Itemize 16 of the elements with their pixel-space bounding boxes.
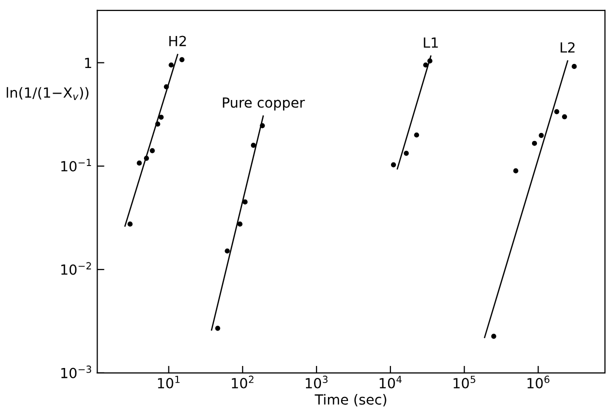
series-label: L1 bbox=[424, 37, 438, 48]
series-label: Pure copper bbox=[222, 97, 305, 110]
x-tick-label: 10$^{2}$ bbox=[232, 376, 254, 388]
x-tick-label: 10$^{1}$ bbox=[158, 376, 180, 388]
y-tick-label: 10$^{−2}$ bbox=[61, 262, 91, 275]
x-tick-label: 10$^{6}$ bbox=[528, 376, 550, 388]
series-label: L2 bbox=[560, 42, 575, 53]
y-tick-label: 10$^{−1}$ bbox=[61, 158, 92, 172]
x-tick-label: 10$^{5}$ bbox=[454, 376, 476, 388]
x-tick-label: 10$^{3}$ bbox=[306, 376, 328, 388]
y-tick-label: 1 bbox=[85, 58, 92, 68]
y-tick-label: 10$^{−3}$ bbox=[61, 366, 92, 378]
x-axis-title: Time (sec) bbox=[314, 394, 386, 406]
series-label: H2 bbox=[169, 36, 186, 46]
y-axis-title: ln(1/(1−X$_{v}$)) bbox=[6, 87, 88, 100]
x-tick-label: 10$^{4}$ bbox=[380, 376, 402, 388]
